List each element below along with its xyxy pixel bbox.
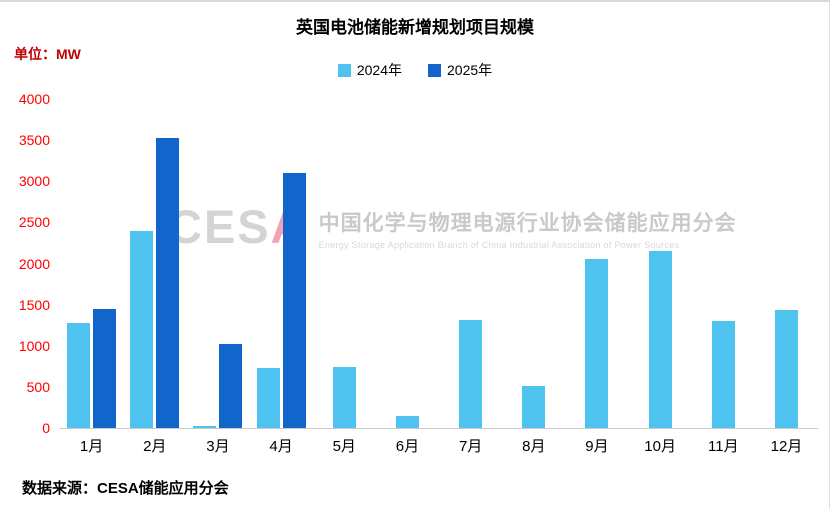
- plot-area: [60, 99, 818, 429]
- legend-item-2025[interactable]: 2025年: [428, 60, 492, 80]
- bar-2024年-4月: [256, 368, 280, 428]
- bar-2024年-8月: [522, 386, 546, 428]
- bar-group-9月: [565, 99, 628, 428]
- x-tick-label-8月: 8月: [522, 438, 546, 455]
- y-tick-label: 3000: [18, 173, 50, 190]
- x-tick-label-6月: 6月: [395, 438, 420, 455]
- bar-2024年-7月: [459, 320, 483, 428]
- legend: 2024年 2025年: [0, 60, 830, 80]
- bar-group-11月: [692, 99, 755, 428]
- x-tick-label-10月: 10月: [644, 438, 676, 455]
- bar-2025年-4月: [282, 173, 306, 428]
- unit-label: 单位：MW: [14, 46, 81, 62]
- bar-group-6月: [376, 99, 439, 428]
- bar-group-12月: [755, 99, 818, 428]
- x-tick-label-9月: 9月: [585, 438, 609, 455]
- y-tick-label: 3500: [18, 132, 50, 149]
- y-tick-label: 2000: [18, 255, 50, 272]
- bar-group-4月: [250, 99, 313, 428]
- bar-group-7月: [439, 99, 502, 428]
- x-tick-label-5月: 5月: [332, 438, 356, 455]
- y-tick-label: 4000: [18, 91, 50, 107]
- legend-swatch-2025: [428, 63, 441, 77]
- x-tick-label-3月: 3月: [206, 438, 230, 455]
- x-tick-label-7月: 7月: [458, 438, 483, 455]
- x-axis: 1月 2月 3月 4月 5月 6月 7月 8月 9月 10月 11月 12月: [60, 435, 818, 456]
- bar-group-3月: [186, 99, 249, 428]
- bar-2025年-3月: [219, 344, 243, 428]
- bar-2024年-10月: [648, 251, 672, 428]
- bar-2025年-2月: [156, 138, 180, 428]
- bar-2024年-9月: [585, 259, 609, 428]
- bar-2024年-2月: [130, 231, 154, 428]
- y-tick-label: 1500: [18, 296, 50, 313]
- bar-group-8月: [502, 99, 565, 428]
- y-tick-label: 0: [42, 420, 50, 436]
- bar-group-5月: [313, 99, 376, 428]
- bar-group-10月: [629, 99, 692, 428]
- x-tick-label-4月: 4月: [269, 438, 293, 455]
- bar-group-2月: [123, 99, 186, 428]
- x-tick-label-1月: 1月: [79, 438, 104, 455]
- x-tick-label-12月: 12月: [770, 438, 803, 455]
- bar-2024年-11月: [711, 321, 735, 428]
- legend-label-2025: 2025年: [447, 62, 493, 78]
- x-tick-label-11月: 11月: [708, 438, 739, 455]
- y-tick-label: 1000: [18, 337, 50, 354]
- bar-2024年-1月: [67, 323, 91, 428]
- legend-label-2024: 2024年: [356, 62, 402, 78]
- data-source: 数据来源：CESA储能应用分会: [22, 480, 229, 497]
- bar-2024年-12月: [774, 310, 798, 428]
- y-tick-label: 500: [26, 378, 50, 395]
- bar-group-1月: [60, 99, 123, 428]
- chart-title: 英国电池储能新增规划项目规模: [296, 18, 534, 37]
- y-tick-label: 2500: [18, 214, 50, 231]
- x-tick-label-2月: 2月: [143, 438, 167, 455]
- legend-item-2024[interactable]: 2024年: [337, 60, 402, 80]
- bar-2024年-3月: [193, 426, 217, 428]
- bar-2024年-5月: [332, 367, 356, 428]
- bar-2025年-1月: [93, 309, 117, 428]
- bar-2024年-6月: [395, 416, 419, 428]
- legend-swatch-2024: [337, 63, 351, 77]
